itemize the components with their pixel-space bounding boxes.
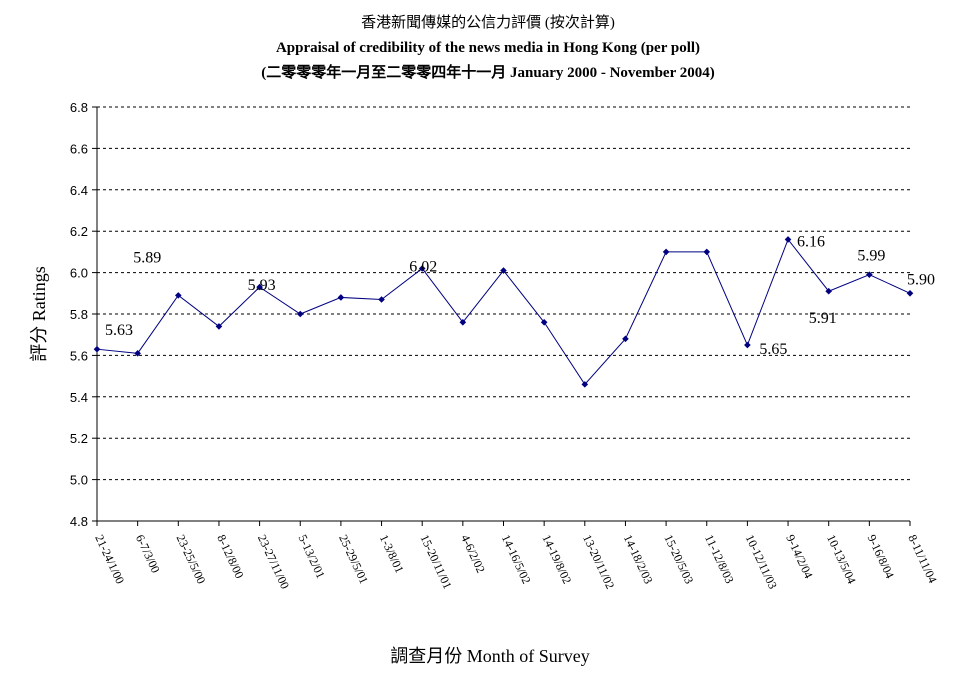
data-point	[662, 248, 670, 256]
x-tick-label: 8-12/8/00	[214, 532, 246, 580]
x-tick-label: 10-12/11/03	[743, 532, 780, 591]
data-point	[906, 290, 914, 297]
x-tick-label: 9-16/8/04	[865, 532, 897, 580]
data-point	[256, 283, 263, 291]
y-tick-label: 5.8	[70, 307, 88, 322]
x-tick-label: 23-25/5/00	[174, 532, 209, 586]
data-point	[540, 318, 548, 326]
data-label: 5.99	[857, 248, 885, 265]
x-tick-label: 14-19/8/02	[539, 532, 574, 586]
data-point	[744, 341, 751, 349]
y-axis-title: 評分 Ratings	[29, 266, 49, 362]
y-axis-ticks: 4.8 5.0 5.2 5.4 5.6 5.8 6.0 6.2 6.4 6.6 6.8	[70, 100, 97, 529]
data-label: 5.65	[759, 341, 787, 358]
data-point	[337, 294, 345, 301]
data-point	[175, 292, 182, 299]
data-point	[296, 310, 304, 318]
x-tick-label: 15-20/11/01	[417, 532, 454, 591]
y-tick-label: 6.0	[70, 266, 88, 281]
y-tick-label: 6.6	[70, 141, 88, 156]
x-tick-label: 25-29/5/01	[336, 532, 371, 586]
x-tick-label: 23-27/11/00	[255, 532, 292, 591]
y-tick-label: 5.0	[70, 473, 88, 488]
x-tick-label: 21-24/1/00	[92, 532, 127, 586]
gridlines	[97, 106, 910, 481]
x-tick-label: 10-13/5/04	[824, 532, 859, 586]
x-tick-label: 14-16/5/02	[499, 532, 534, 586]
data-point	[418, 265, 426, 272]
x-tick-label: 15-20/5/03	[661, 532, 696, 586]
data-point	[866, 271, 873, 278]
y-tick-label: 6.8	[70, 100, 88, 115]
data-label: 5.91	[809, 310, 837, 327]
data-labels: 5.63 5.89 5.93 6.02 5.65 6.16 5.91 5.99 5.90	[105, 233, 935, 358]
series-line	[96, 238, 911, 386]
x-tick-label: 4-6/2/02	[458, 532, 488, 575]
data-point	[93, 345, 101, 353]
data-label: 6.16	[797, 233, 825, 250]
data-point	[215, 323, 223, 330]
x-axis-ticks: 21-24/1/00 6-7/3/00 23-25/5/00 8-12/8/00 23-…	[92, 521, 940, 591]
x-tick-label: 1-3/8/01	[377, 532, 407, 575]
y-tick-label: 6.4	[70, 183, 88, 198]
data-label: 5.89	[133, 249, 161, 266]
x-tick-label: 14-18/2/03	[621, 532, 656, 586]
data-point	[784, 236, 792, 243]
x-tick-label: 6-7/3/00	[133, 532, 163, 575]
y-tick-label: 6.2	[70, 224, 88, 239]
axes	[96, 107, 910, 522]
data-label: 5.90	[907, 271, 935, 288]
y-tick-label: 5.2	[70, 431, 88, 446]
data-point	[581, 381, 589, 388]
data-label: 5.93	[248, 277, 276, 294]
series-ratings	[93, 236, 914, 388]
x-tick-label: 13-20/11/02	[580, 532, 617, 591]
data-label: 5.63	[105, 322, 133, 339]
y-tick-label: 5.4	[70, 390, 88, 405]
chart-title: 香港新聞傳媒的公信力評價 (按次計算)	[361, 13, 615, 31]
x-axis-title: 調查月份 Month of Survey	[390, 646, 590, 666]
chart-subtitle: Appraisal of credibility of the news med…	[276, 40, 700, 56]
data-point	[500, 267, 507, 274]
data-label: 6.02	[409, 258, 437, 275]
x-tick-label: 5-13/2/01	[296, 532, 328, 580]
y-tick-label: 4.8	[70, 514, 88, 529]
data-point	[134, 350, 141, 357]
data-point	[703, 248, 711, 256]
chart-date-range: (二零零零年一月至二零零四年十一月 January 2000 - Novembe…	[261, 63, 714, 81]
data-point	[378, 296, 385, 303]
x-tick-label: 9-14/2/04	[783, 532, 815, 580]
data-point	[459, 318, 467, 326]
x-tick-label: 11-12/8/03	[702, 532, 737, 585]
y-tick-label: 5.6	[70, 348, 88, 363]
data-point	[825, 287, 832, 295]
data-point	[622, 335, 629, 343]
x-tick-label: 8-11/11/04	[905, 532, 940, 585]
